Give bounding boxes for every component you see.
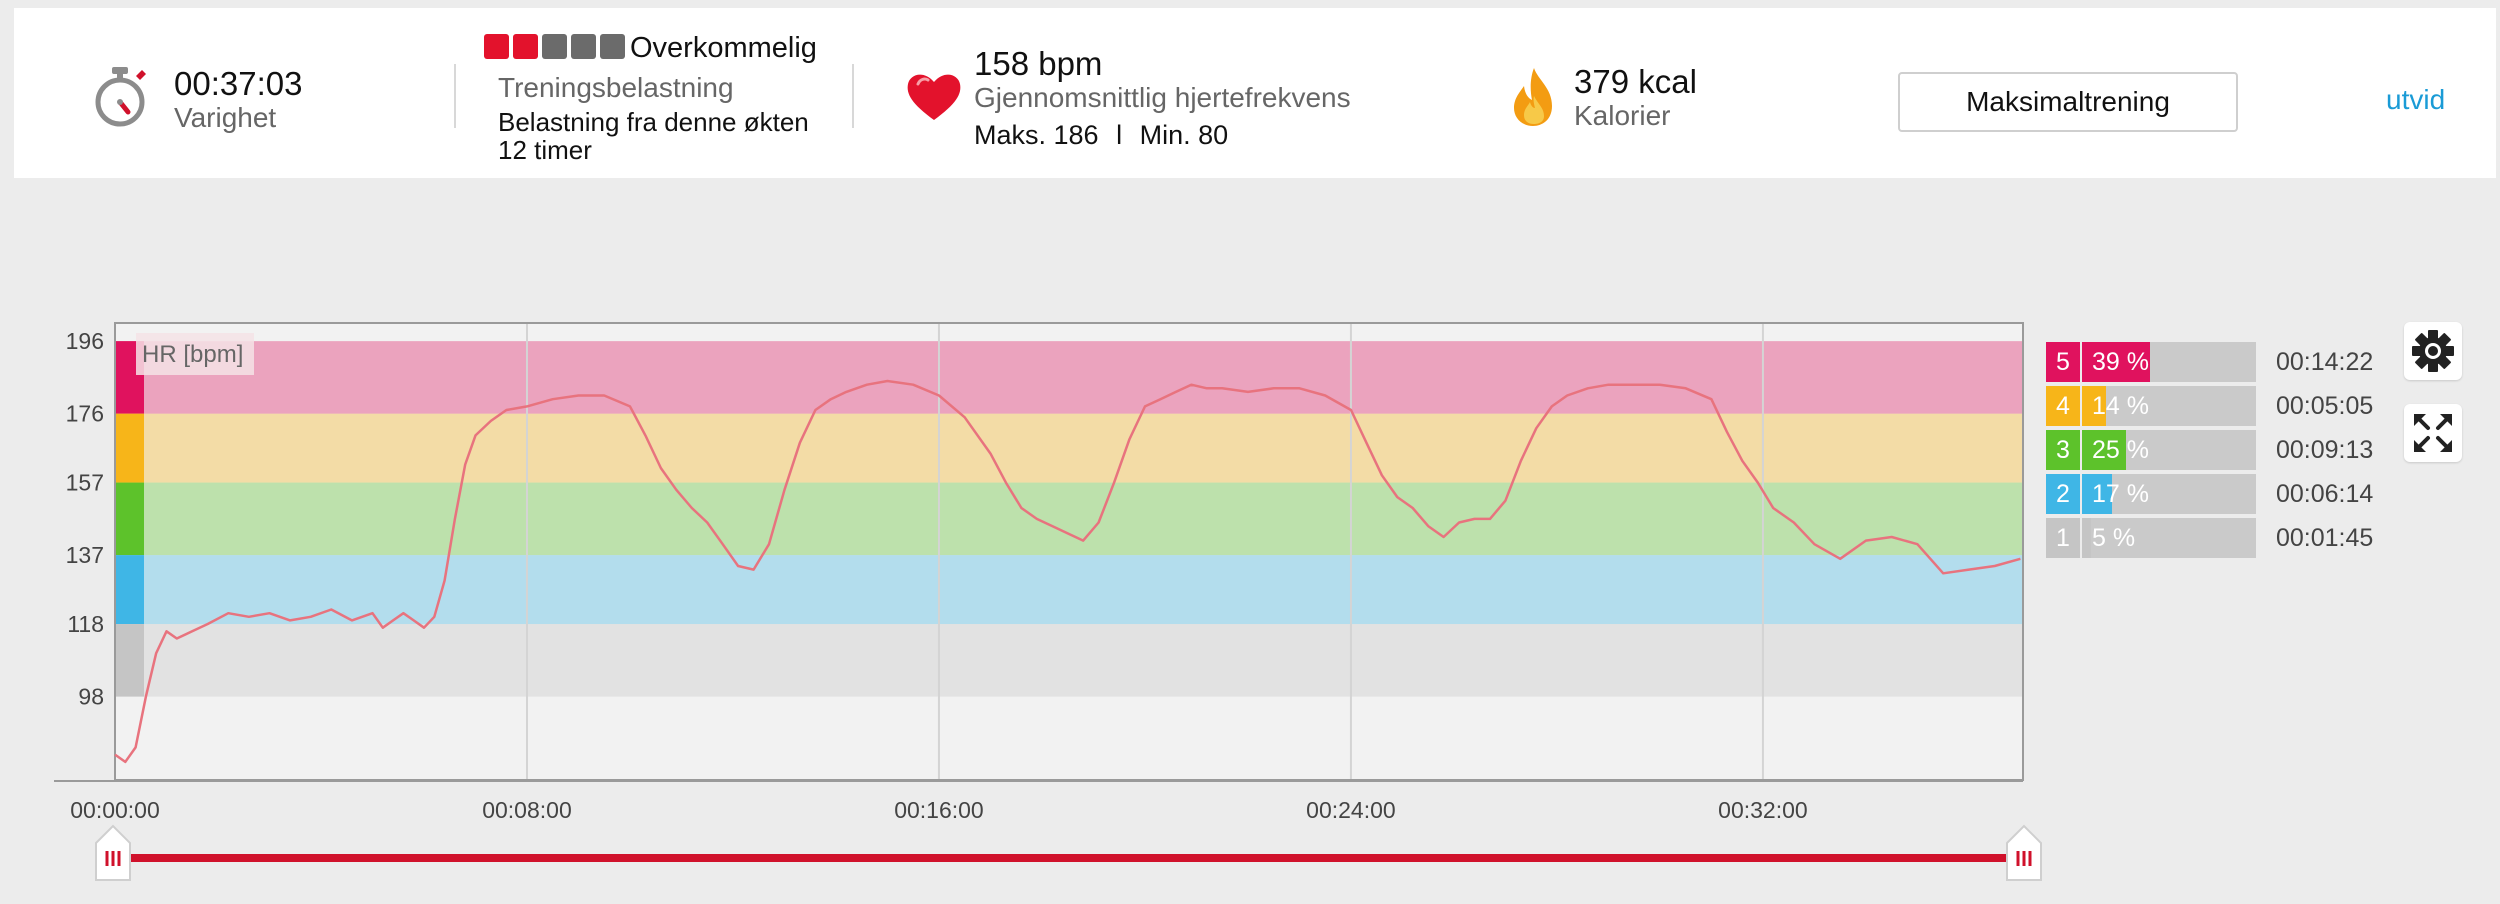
heart-rate-min-max: Maks. 186 l Min. 80 (974, 120, 1351, 151)
zone-time: 00:09:13 (2276, 436, 2374, 464)
zone-bar-track (2082, 518, 2256, 558)
expand-link[interactable]: utvid (2386, 84, 2446, 115)
zone-number: 5 (2046, 342, 2080, 382)
zone-row-2: 2 17 % 00:06:14 (2046, 474, 2373, 514)
chart-gridlines (525, 323, 1764, 780)
zone-percent: 39 % (2092, 348, 2149, 376)
separator: l (1116, 120, 1123, 150)
hr-zone-bands (115, 341, 2023, 697)
workout-summary-bar: 00:37:03 Varighet Overkommelig Treningsb… (14, 8, 2496, 178)
gear-icon (2412, 330, 2454, 372)
chart-plot-area (115, 323, 2023, 780)
range-start-handle[interactable] (95, 824, 131, 881)
expand-arrows-icon (2414, 414, 2452, 452)
y-tick-label: 196 (66, 328, 104, 354)
y-tick-label: 118 (67, 611, 104, 637)
zone-percent: 25 % (2092, 436, 2149, 464)
y-tick-label: 98 (78, 684, 104, 710)
zone-bar-track (2082, 386, 2256, 426)
training-load-time: 12 timer (498, 135, 592, 165)
training-load-description: Belastning fra denne økten (498, 107, 809, 137)
series-label-bg (136, 333, 254, 375)
zone-number: 2 (2046, 474, 2080, 514)
zone-row-3: 3 25 % 00:09:13 (2046, 430, 2373, 470)
training-load-box (542, 34, 567, 59)
zone-bar-fill (2082, 430, 2126, 470)
x-tick-label: 00:32:00 (1718, 797, 1808, 823)
chart-fullscreen-button[interactable] (2404, 404, 2462, 462)
y-axis-ticks: 196 176 157 137 118 98 (66, 328, 104, 709)
divider (454, 64, 456, 128)
training-load-box (484, 34, 509, 59)
avg-heart-rate-label: Gjennomsnittlig hjertefrekvens (974, 82, 1351, 113)
training-load-label: Treningsbelastning (498, 72, 734, 103)
x-tick-label: 00:00:00 (70, 797, 160, 823)
avg-heart-rate-value: 158 bpm (974, 45, 1103, 82)
zone-strip-1 (116, 624, 144, 697)
x-tick-label: 00:08:00 (482, 797, 572, 823)
y-tick-label: 176 (66, 401, 104, 427)
zone-band-4 (115, 413, 2023, 483)
min-heart-rate: Min. 80 (1139, 120, 1229, 150)
range-end-handle[interactable] (2006, 824, 2042, 881)
zone-time: 00:01:45 (2276, 524, 2374, 552)
zone-band-5 (115, 341, 2023, 414)
zone-percent: 17 % (2092, 480, 2149, 508)
zone-time: 00:14:22 (2276, 348, 2374, 376)
y-tick-label: 157 (66, 470, 104, 496)
divider (852, 64, 854, 128)
x-axis-ticks: 00:00:00 00:08:00 00:16:00 00:24:00 00:32:00 (70, 797, 1807, 823)
zone-strip-2 (116, 555, 144, 625)
zone-strip-4 (116, 413, 144, 483)
max-training-button[interactable]: Maksimaltrening (1898, 72, 2238, 132)
flame-icon (1514, 68, 1552, 126)
duration-value: 00:37:03 (174, 65, 303, 102)
training-load-indicator (484, 34, 625, 59)
zone-row-5: 5 39 % 00:14:22 (2046, 342, 2373, 382)
zone-row-4: 4 14 % 00:05:05 (2046, 386, 2373, 426)
series-label: HR [bpm] (142, 341, 243, 368)
stopwatch-icon (95, 67, 146, 127)
calories-label: Kalorier (1574, 100, 1671, 131)
zone-time: 00:06:14 (2276, 480, 2374, 508)
zone-percent: 14 % (2092, 392, 2149, 420)
zone-row-1: 1 5 % 00:01:45 (2046, 518, 2373, 558)
zone-bar-fill (2082, 386, 2107, 426)
zone-band-3 (115, 482, 2023, 556)
zone-bar-fill (2082, 518, 2091, 558)
x-tick-label: 00:24:00 (1306, 797, 1396, 823)
zone-band-1 (115, 624, 2023, 697)
zone-number: 1 (2046, 518, 2080, 558)
training-load-box (600, 34, 625, 59)
zone-band-2 (115, 555, 2023, 625)
training-load-rating: Overkommelig (630, 32, 817, 64)
zone-bar-fill (2082, 342, 2150, 382)
calories-value: 379 kcal (1574, 63, 1697, 100)
x-tick-label: 00:16:00 (894, 797, 984, 823)
training-load-box (513, 34, 538, 59)
chart-settings-button[interactable] (2404, 322, 2462, 380)
hr-series-line (114, 379, 2021, 764)
training-load-box (571, 34, 596, 59)
zone-time: 00:05:05 (2276, 392, 2374, 420)
y-tick-label: 137 (66, 542, 104, 568)
duration-label: Varighet (174, 102, 277, 133)
max-heart-rate: Maks. 186 (974, 120, 1099, 150)
zone-number: 4 (2046, 386, 2080, 426)
heart-icon (907, 74, 961, 120)
zone-bar-fill (2082, 474, 2112, 514)
zone-number: 3 (2046, 430, 2080, 470)
zone-percent: 5 % (2092, 524, 2136, 552)
zone-strip-3 (116, 482, 144, 556)
hr-zone-strip (116, 341, 144, 697)
